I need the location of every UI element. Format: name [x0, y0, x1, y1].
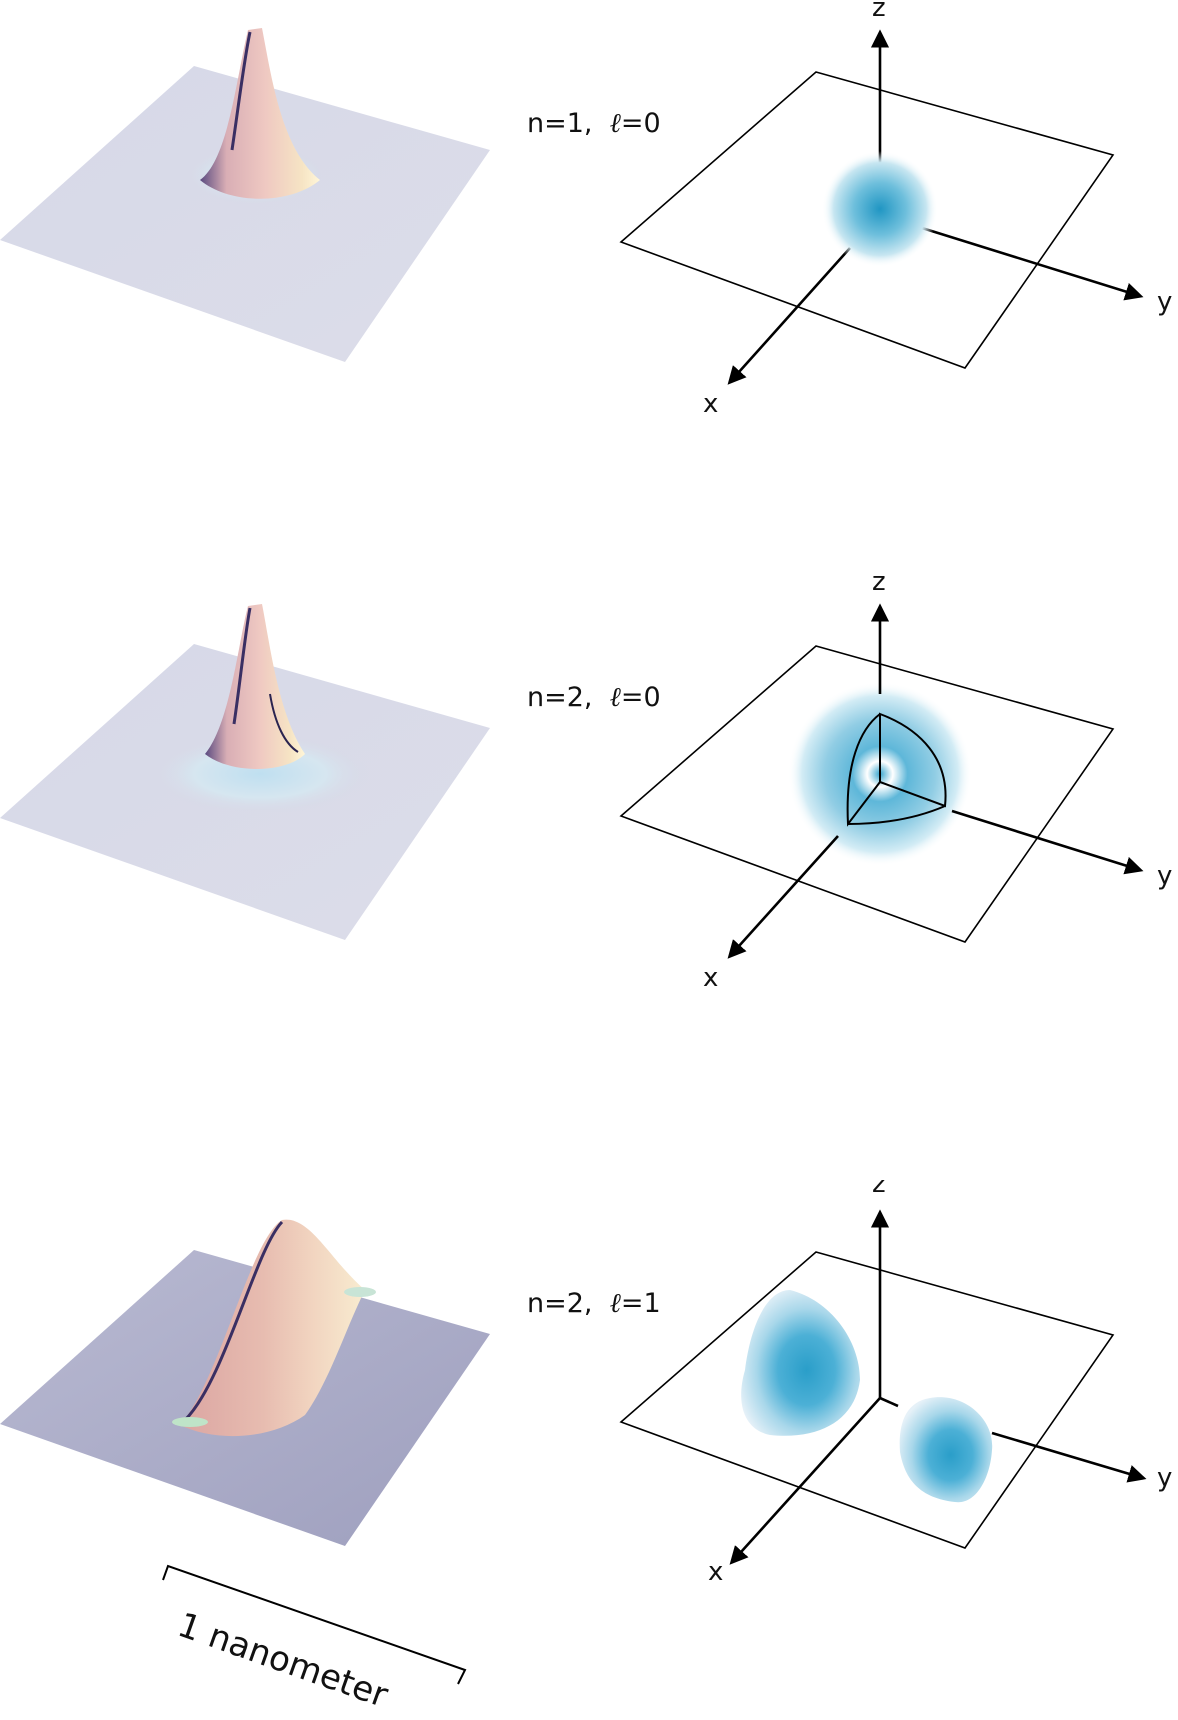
orbital-row-1s: z y x n=1, ℓ=0: [0, 0, 1178, 540]
y-axis: [951, 809, 1144, 875]
row-graphics: z y x: [0, 1180, 1172, 1685]
orbital-cloud: [822, 151, 938, 267]
row-graphics: z y x: [0, 0, 1172, 419]
orbital-plot: z y x: [619, 574, 1172, 993]
surface-plane: [0, 66, 490, 362]
surface-peak: [200, 28, 320, 199]
x-axis-label: x: [708, 1557, 723, 1587]
quantum-l: 0: [643, 108, 661, 139]
y-axis-label: y: [1157, 1463, 1172, 1493]
orbital-row-2s: z y x n=2, ℓ=0: [0, 574, 1178, 1114]
surface-plot: [0, 604, 490, 940]
y-axis-label: y: [1157, 287, 1172, 317]
state-label: n=2, ℓ=1: [527, 1288, 661, 1319]
quantum-n: n=1,: [527, 108, 593, 139]
orbital-plane: [619, 71, 1115, 369]
y-axis: [991, 1431, 1147, 1483]
quantum-n: n=2,: [527, 1288, 593, 1319]
scale-bar: [162, 1564, 467, 1685]
orbital-lobe-right: [899, 1397, 993, 1503]
quantum-l: 0: [643, 682, 661, 713]
z-axis-label: z: [872, 574, 886, 597]
orbital-plot: z y x: [619, 0, 1172, 419]
x-axis: [729, 1397, 881, 1565]
x-axis-label: x: [703, 389, 718, 419]
z-axis-label: z: [872, 0, 886, 23]
y-axis-label: y: [1157, 861, 1172, 891]
x-axis: [727, 247, 851, 385]
z-axis-label: z: [872, 1180, 886, 1199]
orbital-plot: z y x: [619, 1180, 1172, 1587]
quantum-n: n=2,: [527, 682, 593, 713]
ell-symbol: ℓ=: [609, 682, 644, 713]
state-label: n=1, ℓ=0: [527, 108, 661, 139]
row-graphics: z y x: [0, 574, 1172, 993]
orbital-row-2p: z y x n=2, ℓ=1: [0, 1180, 1178, 1720]
x-axis: [727, 835, 839, 959]
surface-ridge: [180, 1219, 365, 1437]
orbital-lobe-left: [741, 1290, 860, 1436]
orbital-plane: [619, 645, 1115, 943]
orbital-plane: [619, 1251, 1115, 1549]
cutaway-outline: [846, 712, 947, 827]
ell-symbol: ℓ=: [609, 108, 644, 139]
y-axis: [921, 226, 1144, 301]
x-axis-label: x: [703, 963, 718, 993]
ell-symbol: ℓ=: [609, 1288, 644, 1319]
state-label: n=2, ℓ=0: [527, 682, 661, 713]
surface-plot: [0, 1219, 490, 1546]
surface-plot: [0, 28, 490, 362]
quantum-l: 1: [643, 1288, 661, 1319]
